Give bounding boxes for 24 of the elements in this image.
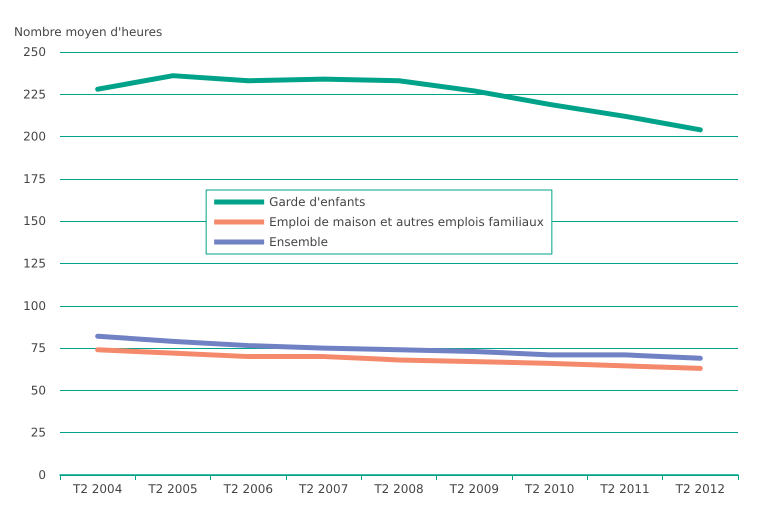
x-tick-label: T2 2007 [298, 482, 348, 496]
y-tick-label: 125 [23, 256, 46, 270]
x-tick-label: T2 2011 [599, 482, 650, 496]
y-tick-label: 225 [23, 87, 46, 102]
x-tick-label: T2 2005 [147, 482, 198, 496]
y-tick-label: 250 [23, 45, 46, 59]
y-tick-label: 150 [23, 214, 46, 228]
legend-label: Emploi de maison et autres emplois familiaux [269, 215, 544, 229]
y-tick-label: 25 [30, 426, 46, 440]
x-tick-label: T2 2009 [448, 482, 499, 496]
legend-label: Garde d'enfants [269, 195, 366, 209]
y-tick-label: 50 [30, 383, 46, 398]
y-tick-label: 200 [23, 130, 46, 144]
x-tick-label: T2 2012 [674, 482, 725, 496]
x-tick-label: T2 2008 [373, 482, 424, 496]
x-tick-label: T2 2004 [72, 482, 122, 496]
y-axis-title: Nombre moyen d'heures [14, 25, 162, 39]
y-tick-label: 0 [38, 468, 46, 482]
x-tick-label: T2 2010 [524, 482, 574, 496]
y-tick-label: 100 [23, 298, 46, 313]
x-tick-label: T2 2006 [222, 482, 273, 496]
y-tick-label: 75 [30, 341, 46, 356]
y-tick-label: 175 [23, 172, 46, 186]
legend-label: Ensemble [269, 235, 328, 249]
